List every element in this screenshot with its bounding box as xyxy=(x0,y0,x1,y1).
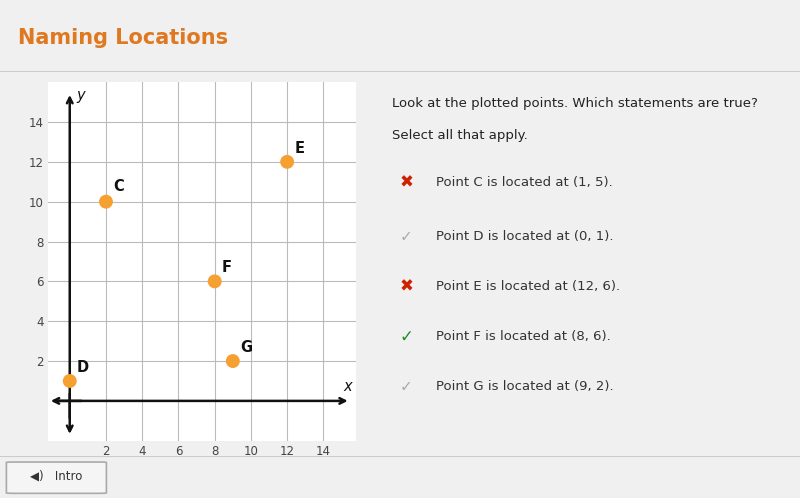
Text: D: D xyxy=(77,360,89,375)
FancyBboxPatch shape xyxy=(6,462,106,494)
Text: Select all that apply.: Select all that apply. xyxy=(392,129,528,142)
Point xyxy=(99,198,112,206)
Text: Point G is located at (9, 2).: Point G is located at (9, 2). xyxy=(435,380,613,393)
Text: ◀)   Intro: ◀) Intro xyxy=(30,470,82,483)
Text: ✖: ✖ xyxy=(400,174,414,192)
Text: Look at the plotted points. Which statements are true?: Look at the plotted points. Which statem… xyxy=(392,97,758,110)
Text: Point E is located at (12, 6).: Point E is located at (12, 6). xyxy=(435,280,620,293)
Text: ✖: ✖ xyxy=(400,277,414,295)
Text: C: C xyxy=(114,179,124,194)
Text: Point F is located at (8, 6).: Point F is located at (8, 6). xyxy=(435,330,610,343)
Text: y: y xyxy=(76,88,85,103)
Point xyxy=(281,158,294,166)
Text: x: x xyxy=(344,379,352,394)
Text: Point C is located at (1, 5).: Point C is located at (1, 5). xyxy=(435,176,612,189)
Text: E: E xyxy=(294,141,304,156)
Point xyxy=(208,277,221,285)
Text: ✓: ✓ xyxy=(400,229,413,244)
Point xyxy=(226,357,239,365)
Text: Naming Locations: Naming Locations xyxy=(18,27,228,47)
Text: G: G xyxy=(240,340,252,355)
Point xyxy=(63,377,76,385)
Text: ✓: ✓ xyxy=(400,328,414,346)
Text: ✓: ✓ xyxy=(400,379,413,394)
Text: Point D is located at (0, 1).: Point D is located at (0, 1). xyxy=(435,230,613,243)
Text: F: F xyxy=(222,260,232,275)
